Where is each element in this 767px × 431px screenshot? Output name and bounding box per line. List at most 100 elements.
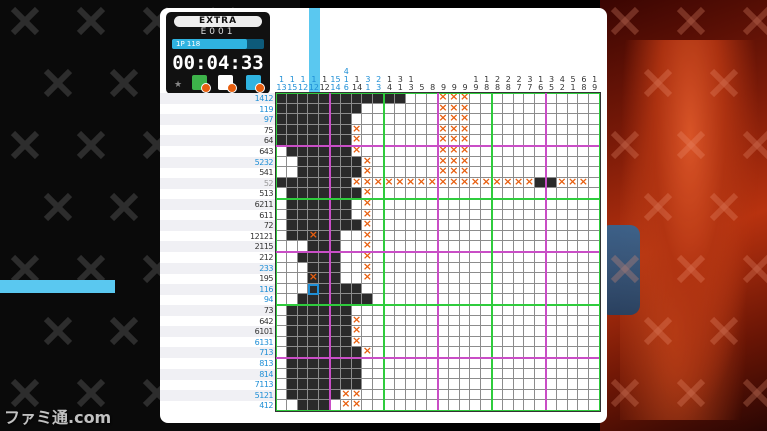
grid-cell[interactable] <box>438 252 449 263</box>
grid-cell[interactable] <box>384 273 395 284</box>
grid-cell[interactable] <box>405 93 417 104</box>
grid-cell[interactable] <box>286 252 298 263</box>
filled-cell[interactable] <box>286 177 298 189</box>
grid-cell[interactable] <box>524 124 536 136</box>
grid-cell[interactable] <box>492 114 503 125</box>
filled-cell[interactable] <box>297 336 309 348</box>
grid-cell[interactable] <box>470 262 482 274</box>
grid-cell[interactable] <box>459 379 471 390</box>
grid-cell[interactable] <box>546 220 557 231</box>
grid-cell[interactable] <box>470 283 482 295</box>
filled-cell[interactable] <box>308 305 320 316</box>
grid-cell[interactable] <box>546 358 557 369</box>
grid-cell[interactable] <box>556 93 568 104</box>
filled-cell[interactable] <box>340 209 352 221</box>
grid-cell[interactable] <box>502 252 514 263</box>
grid-cell[interactable] <box>567 305 579 316</box>
grid-cell[interactable] <box>416 283 428 295</box>
grid-cell[interactable] <box>556 156 568 168</box>
grid-cell[interactable] <box>416 209 428 221</box>
grid-cell[interactable] <box>502 326 514 337</box>
grid-cell[interactable] <box>405 336 417 348</box>
filled-cell[interactable] <box>340 220 352 231</box>
grid-cell[interactable] <box>513 252 525 263</box>
filled-cell[interactable] <box>308 389 320 401</box>
grid-cell[interactable] <box>578 283 590 295</box>
filled-cell[interactable] <box>308 379 320 390</box>
grid-cell[interactable] <box>546 283 557 295</box>
cross-mark-cell[interactable] <box>524 175 536 189</box>
grid-cell[interactable] <box>448 389 460 401</box>
grid-cell[interactable] <box>470 368 482 380</box>
grid-cell[interactable] <box>524 93 536 104</box>
grid-cell[interactable] <box>459 326 471 337</box>
grid-cell[interactable] <box>470 103 482 115</box>
grid-cell[interactable] <box>384 103 395 115</box>
grid-cell[interactable] <box>567 358 579 369</box>
filled-cell[interactable] <box>330 358 341 369</box>
grid-cell[interactable] <box>384 230 395 242</box>
grid-cell[interactable] <box>556 379 568 390</box>
grid-cell[interactable] <box>459 262 471 274</box>
grid-cell[interactable] <box>513 146 525 157</box>
grid-cell[interactable] <box>524 358 536 369</box>
grid-cell[interactable] <box>448 199 460 210</box>
grid-cell[interactable] <box>567 114 579 125</box>
filled-cell[interactable] <box>286 199 298 210</box>
filled-cell[interactable] <box>330 177 341 189</box>
grid-cell[interactable] <box>459 230 471 242</box>
filled-cell[interactable] <box>308 93 320 104</box>
filled-cell[interactable] <box>330 368 341 380</box>
grid-cell[interactable] <box>546 389 557 401</box>
grid-cell[interactable] <box>502 368 514 380</box>
grid-cell[interactable] <box>567 273 579 284</box>
filled-cell[interactable] <box>286 368 298 380</box>
number-tool-button[interactable] <box>246 75 265 93</box>
grid-cell[interactable] <box>405 262 417 274</box>
grid-cell[interactable] <box>459 305 471 316</box>
grid-cell[interactable] <box>438 368 449 380</box>
filled-cell[interactable] <box>330 273 341 284</box>
grid-cell[interactable] <box>492 326 503 337</box>
grid-cell[interactable] <box>405 146 417 157</box>
grid-cell[interactable] <box>384 124 395 136</box>
grid-cell[interactable] <box>405 283 417 295</box>
filled-cell[interactable] <box>340 283 352 295</box>
grid-cell[interactable] <box>394 252 406 263</box>
grid-cell[interactable] <box>297 283 309 295</box>
grid-cell[interactable] <box>416 124 428 136</box>
grid-cell[interactable] <box>578 103 590 115</box>
grid-cell[interactable] <box>513 209 525 221</box>
grid-cell[interactable] <box>394 220 406 231</box>
grid-cell[interactable] <box>578 336 590 348</box>
grid-cell[interactable] <box>394 114 406 125</box>
grid-cell[interactable] <box>459 336 471 348</box>
grid-cell[interactable] <box>492 252 503 263</box>
grid-cell[interactable] <box>448 209 460 221</box>
grid-cell[interactable] <box>513 220 525 231</box>
grid-cell[interactable] <box>567 124 579 136</box>
grid-cell[interactable] <box>405 103 417 115</box>
filled-cell[interactable] <box>286 220 298 231</box>
filled-cell[interactable] <box>297 93 309 104</box>
grid-cell[interactable] <box>276 156 287 168</box>
grid-cell[interactable] <box>567 326 579 337</box>
grid-cell[interactable] <box>416 336 428 348</box>
grid-cell[interactable] <box>567 93 579 104</box>
grid-cell[interactable] <box>405 209 417 221</box>
grid-cell[interactable] <box>513 93 525 104</box>
filled-cell[interactable] <box>308 336 320 348</box>
filled-cell[interactable] <box>308 326 320 337</box>
grid-cell[interactable] <box>578 199 590 210</box>
grid-cell[interactable] <box>524 156 536 168</box>
grid-cell[interactable] <box>340 230 352 242</box>
grid-cell[interactable] <box>567 220 579 231</box>
grid-cell[interactable] <box>286 283 298 295</box>
grid-cell[interactable] <box>578 124 590 136</box>
grid-cell[interactable] <box>362 315 374 327</box>
grid-cell[interactable] <box>502 336 514 348</box>
grid-cell[interactable] <box>405 124 417 136</box>
grid-cell[interactable] <box>362 305 374 316</box>
grid-cell[interactable] <box>578 326 590 337</box>
filled-cell[interactable] <box>276 103 287 115</box>
